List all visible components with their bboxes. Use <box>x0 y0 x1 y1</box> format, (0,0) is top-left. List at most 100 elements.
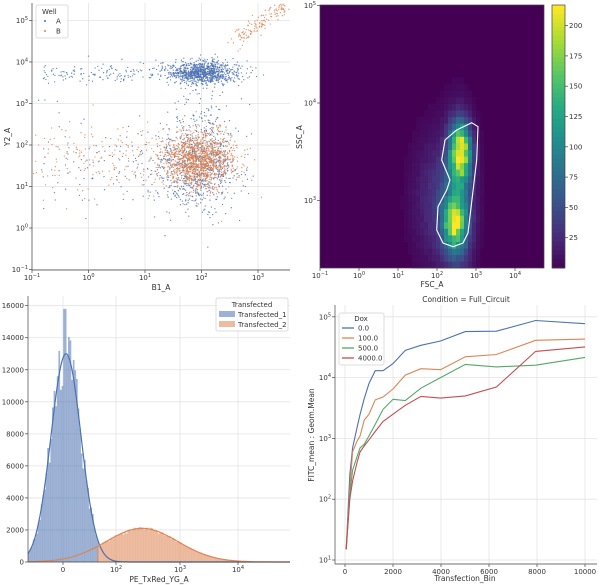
scatter-point <box>282 8 285 10</box>
scatter-point <box>261 23 263 25</box>
scatter-point <box>125 71 128 73</box>
scatter-point <box>184 71 186 74</box>
scatter-point <box>198 102 201 105</box>
scatter-point <box>195 198 197 200</box>
scatter-point <box>188 141 190 143</box>
heatmap-cell <box>416 241 421 249</box>
scatter-point <box>221 167 224 170</box>
scatter-point <box>204 133 207 135</box>
histogram-bar <box>58 351 61 562</box>
scatter-point <box>222 83 224 86</box>
scatter-point <box>148 68 151 71</box>
scatter-point <box>199 161 202 164</box>
scatter-point <box>179 74 182 76</box>
histogram-bar <box>85 480 88 562</box>
scatter-point <box>155 68 158 71</box>
scatter-point <box>204 142 206 144</box>
scatter-point <box>182 154 185 156</box>
scatter-point <box>191 135 194 137</box>
scatter-point <box>175 181 178 184</box>
scatter-point <box>274 13 276 15</box>
scatter-point <box>214 77 217 79</box>
scatter-point <box>195 172 198 175</box>
histogram-bar <box>185 546 187 562</box>
scatter-point <box>140 172 142 175</box>
scatter-point <box>142 76 144 78</box>
scatter-point <box>197 74 199 77</box>
scatter-point <box>202 149 204 151</box>
scatter-point <box>212 161 214 164</box>
scatter-point <box>206 191 208 193</box>
scatter-point <box>93 144 95 147</box>
scatter-point <box>217 78 220 81</box>
scatter-point <box>203 71 205 73</box>
scatter-point <box>66 144 69 146</box>
scatter-point <box>220 124 222 126</box>
scatter-point <box>155 173 158 175</box>
scatter-point <box>201 199 204 201</box>
legend-marker <box>44 20 46 22</box>
scatter-point <box>216 188 218 191</box>
scatter-point <box>80 132 82 134</box>
heatmap-cell <box>408 248 413 256</box>
scatter-point <box>220 159 222 161</box>
scatter-point <box>183 161 185 164</box>
scatter-point <box>250 31 253 33</box>
scatter-point <box>142 130 144 132</box>
heatmap-cell <box>428 136 433 144</box>
scatter-point <box>154 170 156 172</box>
scatter-point <box>195 137 198 140</box>
heatmap-cell <box>464 235 469 243</box>
scatter-point <box>35 160 37 163</box>
scatter-point <box>168 153 170 155</box>
scatter-point <box>170 150 172 152</box>
scatter-point <box>170 65 172 67</box>
scatter-point <box>212 132 214 134</box>
heatmap-cell <box>444 261 449 269</box>
scatter-point <box>208 166 210 168</box>
y-tick-label: 0 <box>20 559 24 567</box>
scatter-point <box>180 67 182 70</box>
scatter-point <box>179 83 182 85</box>
histogram-bar <box>194 550 197 562</box>
scatter-point <box>212 80 214 83</box>
scatter-point <box>174 72 176 75</box>
scatter-point <box>230 132 232 135</box>
scatter-point <box>174 102 176 104</box>
scatter-point <box>209 199 211 201</box>
scatter-point <box>176 120 178 123</box>
scatter-point <box>210 190 212 193</box>
scatter-point <box>248 35 250 37</box>
scatter-point <box>204 60 206 62</box>
scatter-point <box>198 143 200 145</box>
scatter-point <box>178 190 180 192</box>
scatter-point <box>182 142 185 144</box>
scatter-point <box>83 155 85 157</box>
histogram-bar <box>178 542 181 562</box>
heatmap-cell <box>444 189 449 196</box>
heatmap-cell <box>476 215 481 223</box>
scatter-point <box>182 129 185 132</box>
scatter-point <box>232 42 235 44</box>
scatter-point <box>210 176 213 179</box>
scatter-point <box>234 156 236 158</box>
scatter-point <box>184 62 187 64</box>
colorbar-segment <box>552 88 565 94</box>
scatter-point <box>254 22 256 24</box>
heatmap-cell <box>416 189 421 196</box>
histogram-bar <box>162 534 165 562</box>
scatter-point <box>216 154 218 156</box>
scatter-point <box>89 146 91 148</box>
scatter-point <box>198 57 200 59</box>
scatter-point <box>206 79 209 81</box>
scatter-point <box>222 158 225 160</box>
axes-spine <box>31 3 290 271</box>
scatter-point <box>171 74 173 77</box>
scatter-point <box>203 175 205 177</box>
scatter-point <box>238 33 240 35</box>
scatter-point <box>196 145 198 147</box>
scatter-point <box>179 137 182 140</box>
scatter-point <box>195 152 197 154</box>
series-line-500.0 <box>345 356 586 550</box>
heatmap-cell <box>448 202 453 210</box>
